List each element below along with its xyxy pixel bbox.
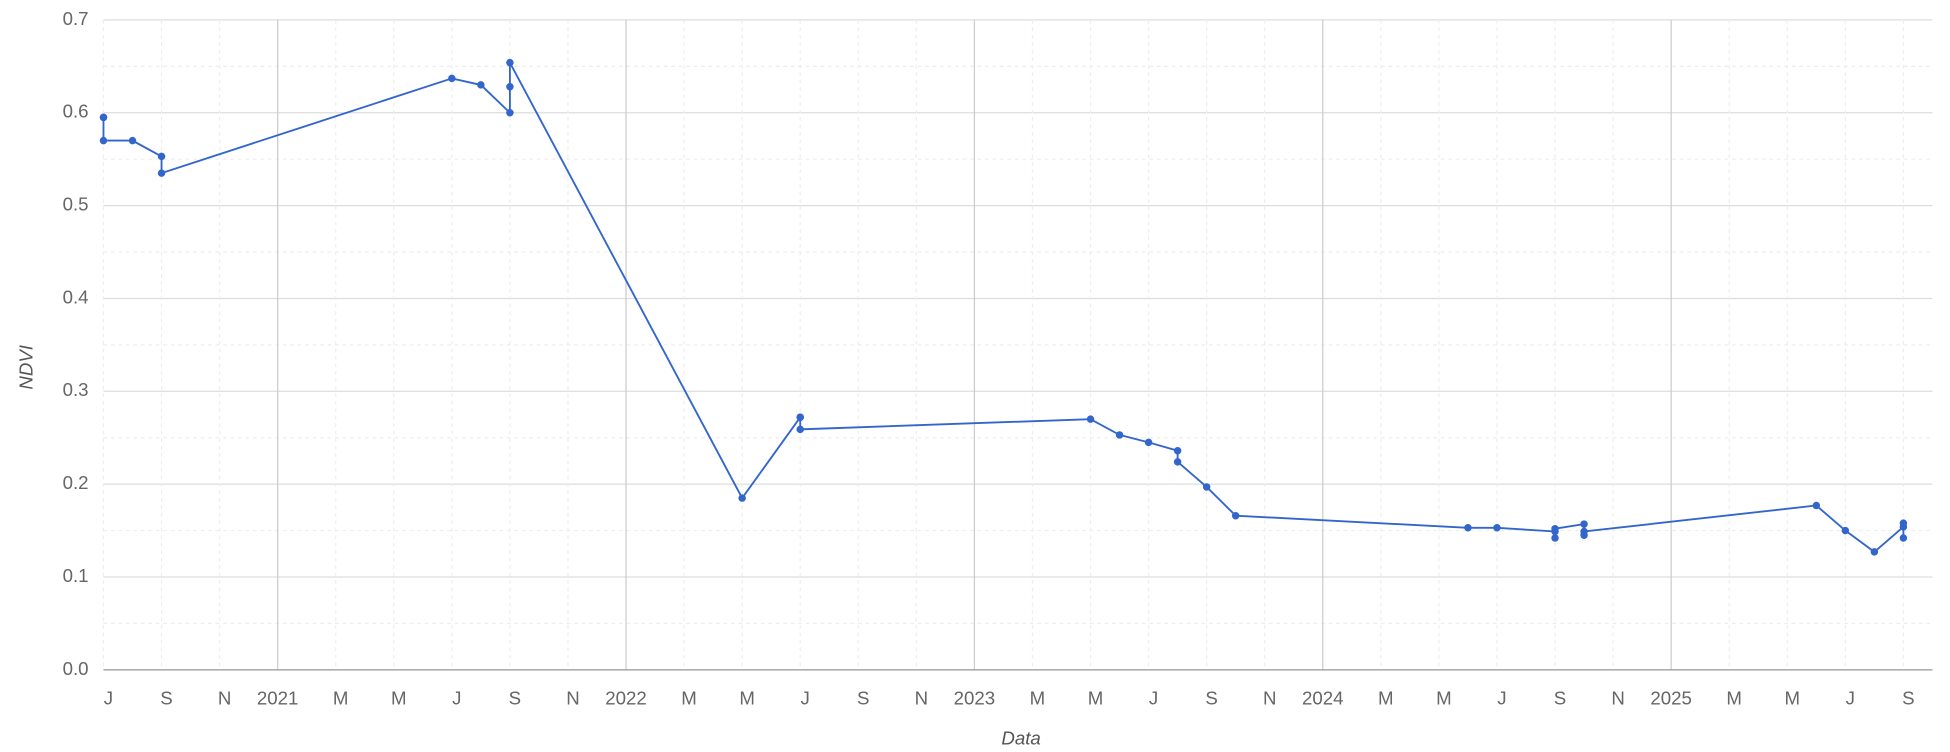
data-point (738, 494, 746, 502)
x-tick-label: M (391, 688, 407, 709)
data-point (506, 109, 514, 117)
x-tick-label: 2023 (954, 688, 996, 709)
x-tick-label: J (104, 688, 113, 709)
y-tick-label: 0.3 (63, 379, 89, 400)
data-point (1899, 534, 1908, 542)
x-tick-label: M (739, 688, 755, 709)
data-point (1115, 431, 1124, 439)
x-tick-label: 2024 (1302, 688, 1344, 709)
x-tick-label: N (566, 688, 579, 709)
data-line (102, 62, 1905, 554)
data-point (1551, 534, 1559, 542)
data-point (796, 425, 804, 434)
data-point (506, 83, 514, 91)
x-tick-label: M (681, 688, 697, 709)
x-tick-label: S (1902, 688, 1914, 709)
x-tick-label: M (1088, 688, 1104, 709)
data-point (796, 413, 804, 422)
data-point (506, 58, 514, 67)
x-tick-label: J (1497, 688, 1506, 709)
data-point (99, 136, 108, 145)
y-tick-label: 0.6 (63, 101, 89, 122)
x-tick-label: M (1436, 688, 1452, 709)
data-point (1086, 415, 1095, 423)
data-point (157, 152, 166, 161)
data-point (448, 74, 456, 83)
data-point (1870, 548, 1879, 556)
x-tick-label: 2021 (257, 688, 299, 709)
data-point (1551, 524, 1559, 533)
x-tick-label: J (1149, 688, 1158, 709)
x-tick-label: N (1611, 688, 1624, 709)
data-point (128, 136, 137, 145)
x-tick-label: M (1030, 688, 1046, 709)
x-tick-label: J (801, 688, 810, 709)
x-tick-label: S (160, 688, 172, 709)
x-tick-label: S (1554, 688, 1566, 709)
x-tick-label: N (218, 688, 231, 709)
x-tick-label: S (509, 688, 521, 709)
data-point (99, 113, 108, 122)
x-tick-label: N (1263, 688, 1276, 709)
data-point (1173, 458, 1182, 466)
data-point (477, 81, 485, 89)
data-point (1464, 524, 1472, 532)
x-tick-label: J (452, 688, 461, 709)
x-tick-label: S (857, 688, 869, 709)
data-point (1812, 501, 1821, 510)
data-point (157, 169, 166, 177)
x-tick-label: N (915, 688, 928, 709)
x-tick-label: M (1784, 688, 1800, 709)
x-tick-label: M (1378, 688, 1394, 709)
y-tick-label: 0.5 (63, 194, 89, 215)
data-point (1144, 438, 1153, 447)
y-tick-label: 0.7 (63, 8, 89, 29)
y-tick-label: 0.4 (63, 286, 89, 307)
data-point (1493, 524, 1501, 532)
x-tick-label: J (1846, 688, 1855, 709)
data-point (1173, 446, 1182, 455)
x-tick-label: M (333, 688, 349, 709)
data-point (1580, 527, 1588, 536)
data-point (1231, 511, 1240, 520)
data-point (1202, 483, 1211, 491)
x-tick-label: S (1205, 688, 1217, 709)
x-tick-label: 2022 (605, 688, 647, 709)
y-tick-label: 0.0 (63, 658, 89, 679)
x-tick-label: 2025 (1650, 688, 1692, 709)
data-point (1580, 520, 1588, 528)
y-axis-title: NDVI (15, 345, 36, 390)
data-point (1841, 526, 1850, 535)
y-tick-label: 0.2 (63, 472, 89, 493)
y-tick-label: 0.1 (63, 565, 89, 586)
x-axis-title: Data (1001, 727, 1040, 748)
x-tick-label: M (1726, 688, 1742, 709)
data-point (1899, 519, 1908, 527)
